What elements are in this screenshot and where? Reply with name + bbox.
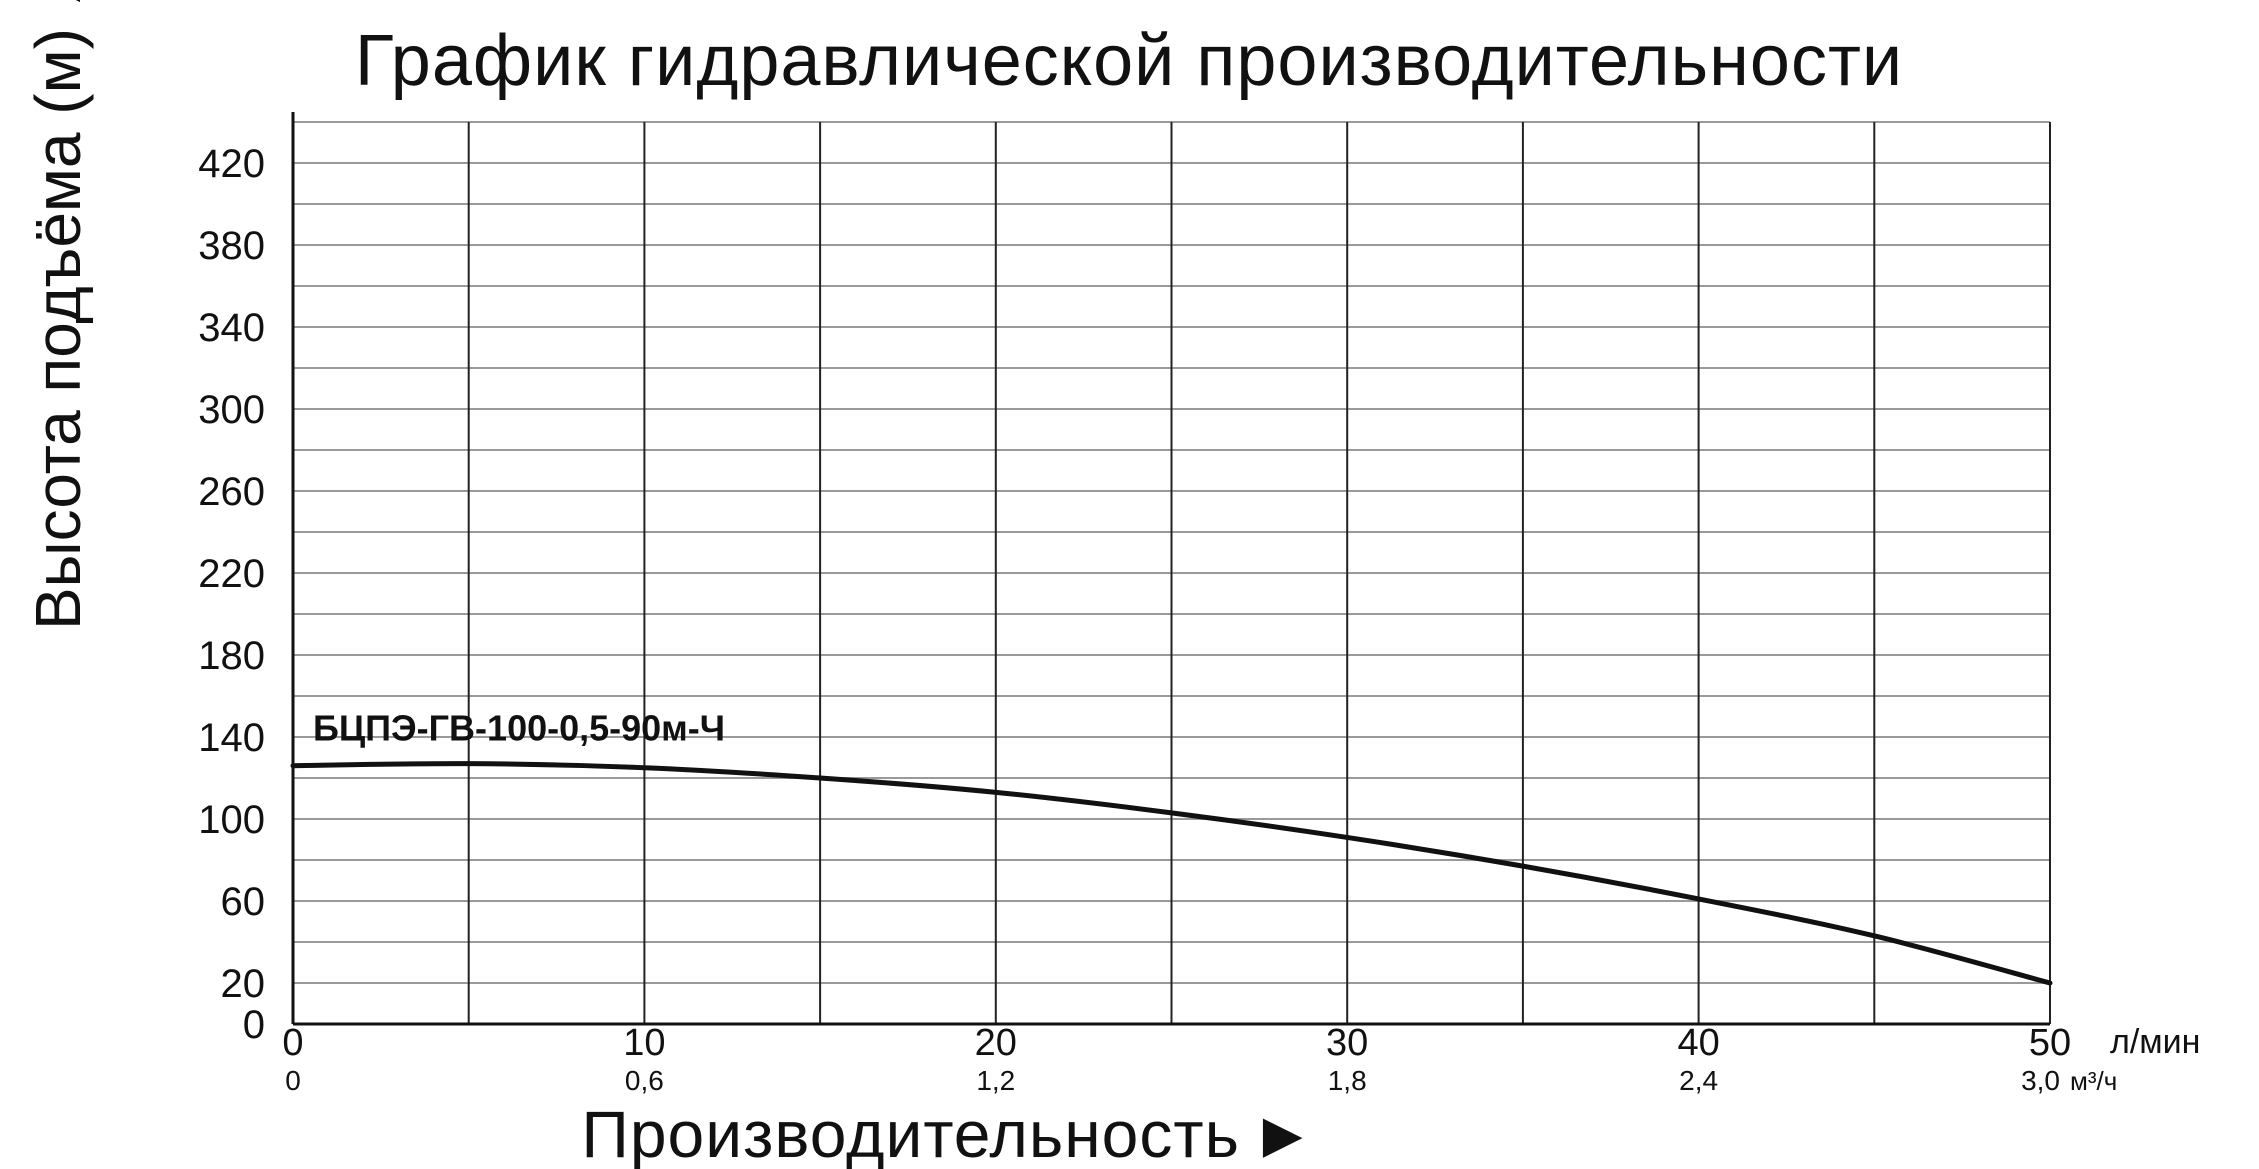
y-tick-label: 220 — [198, 552, 265, 596]
y-tick-label: 140 — [198, 716, 265, 760]
x-unit-label: л/мин — [2110, 1023, 2200, 1061]
x2-tick-label: 0 — [285, 1065, 301, 1096]
x-tick-label: 50 — [2029, 1022, 2071, 1064]
x-tick-label: 20 — [975, 1022, 1017, 1064]
y-tick-label: 100 — [198, 798, 265, 842]
y-axis-label-group: Высота подъёма (м) ▲ — [22, 0, 94, 630]
x-tick-label: 40 — [1677, 1022, 1719, 1064]
y-tick-label: 20 — [221, 962, 266, 1006]
y-tick-label: 180 — [198, 634, 265, 678]
y-tick-label: 0 — [243, 1003, 265, 1047]
y-tick-label: 380 — [198, 224, 265, 268]
x2-tick-labels: 0 0,6 1,2 1,8 2,4 3,0 — [285, 1065, 2060, 1096]
x2-unit-label: м³/ч — [2070, 1066, 2117, 1096]
y-axis-arrow-icon: ▲ — [22, 0, 94, 15]
x-tick-labels: 0 10 20 30 40 50 — [282, 1022, 2071, 1064]
vertical-gridlines — [467, 122, 2051, 1024]
x2-tick-label: 1,8 — [1328, 1065, 1367, 1096]
series-layer: БЦПЭ-ГВ-100-0,5-90м-Ч — [290, 708, 2053, 986]
y-axis-label: Высота подъёма (м) — [22, 28, 94, 630]
axes — [291, 112, 2050, 1026]
x-axis-arrow-icon: ► — [1250, 1097, 1316, 1169]
x2-tick-label: 2,4 — [1679, 1065, 1718, 1096]
series-label: БЦПЭ-ГВ-100-0,5-90м-Ч — [313, 708, 725, 749]
series-line — [290, 761, 2053, 986]
x-tick-label: 30 — [1326, 1022, 1368, 1064]
x-axis-label-group: Производительность ► — [581, 1097, 1316, 1169]
y-tick-label: 60 — [221, 880, 266, 924]
y-tick-label: 300 — [198, 388, 265, 432]
x-tick-label: 10 — [623, 1022, 665, 1064]
x2-tick-label: 0,6 — [625, 1065, 664, 1096]
y-tick-labels: 020 60 100 140 180 220 260 300 340 380 420 — [198, 142, 265, 1047]
x2-tick-label: 1,2 — [976, 1065, 1015, 1096]
chart-title: График гидравлической производительности — [355, 21, 1903, 101]
x-axis-label: Производительность — [581, 1097, 1240, 1169]
x2-tick-label: 3,0 — [2021, 1065, 2060, 1096]
x-tick-label: 0 — [282, 1022, 303, 1064]
y-tick-label: 260 — [198, 470, 265, 514]
y-tick-label: 340 — [198, 306, 265, 350]
y-tick-label: 420 — [198, 142, 265, 186]
